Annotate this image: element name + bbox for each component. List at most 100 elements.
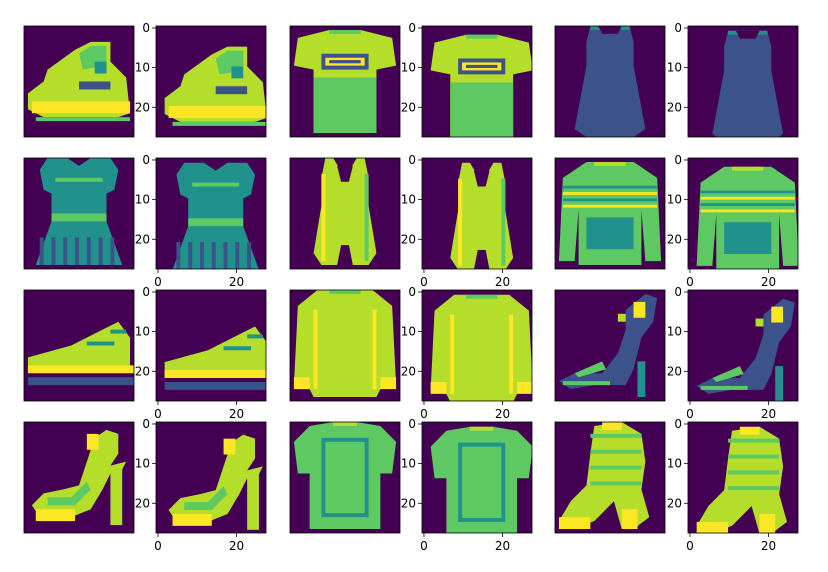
y-tick-label: 20 [135, 100, 150, 114]
image-panel-sweater-shifted: 0 10 20 0 20 [401, 285, 533, 421]
axes-frame [23, 289, 135, 402]
image-panel-pullover-original [554, 157, 666, 270]
axes-frame [554, 25, 666, 138]
x-tick-label: 20 [761, 539, 776, 553]
x-tick-label: 0 [154, 275, 162, 289]
axes-frame [23, 157, 135, 270]
x-tick-label: 0 [686, 539, 694, 553]
axes-frame [421, 421, 533, 534]
shirt-image [422, 422, 532, 533]
romper-image [290, 158, 400, 269]
y-tick-label: 0 [408, 153, 416, 167]
y-tick-label: 0 [408, 21, 416, 35]
axes-frame [23, 421, 135, 534]
image-panel-strappy-heel-shifted: 0 10 20 0 20 [667, 285, 799, 421]
y-tick-label: 10 [401, 457, 416, 471]
y-tick-label: 10 [135, 193, 150, 207]
axes-frame [155, 289, 267, 402]
x-tick-label: 0 [420, 407, 428, 421]
image-panel-pullover-shifted: 0 10 20 0 20 [667, 153, 799, 289]
axes-frame [421, 25, 533, 138]
y-tick-label: 20 [135, 232, 150, 246]
y-tick-label: 10 [667, 457, 682, 471]
axes-frame [687, 157, 799, 270]
pullover-image [555, 158, 665, 269]
image-panel-tank-top-original [554, 25, 666, 138]
t-shirt-image [422, 26, 532, 137]
image-panel-ankle-boot-shifted: 0 10 20 [135, 21, 267, 138]
shirt-image [290, 422, 400, 533]
sneaker-image [24, 290, 134, 401]
image-panel-dress-shifted: 0 10 20 0 20 [135, 153, 267, 289]
axes-frame [289, 25, 401, 138]
y-tick-label: 20 [667, 232, 682, 246]
y-tick-label: 20 [667, 100, 682, 114]
image-panel-sneaker-original [23, 289, 135, 402]
y-tick-label: 0 [142, 417, 150, 431]
y-tick-label: 10 [135, 457, 150, 471]
image-panel-t-shirt-shifted: 0 10 20 [401, 21, 533, 138]
x-tick-label: 0 [686, 275, 694, 289]
y-tick-label: 20 [401, 232, 416, 246]
sandal-image [156, 422, 266, 533]
axes-frame [155, 25, 267, 138]
axes-frame [554, 289, 666, 402]
tank-top-image [555, 26, 665, 137]
x-tick-label: 20 [229, 275, 244, 289]
image-panel-heeled-boot-shifted: 0 10 20 0 20 [667, 417, 799, 553]
axes-frame [421, 289, 533, 402]
y-tick-label: 10 [667, 325, 682, 339]
strappy-heel-image [688, 290, 798, 401]
y-tick-label: 0 [674, 21, 682, 35]
image-panel-sandal-shifted: 0 10 20 0 20 [135, 417, 267, 553]
axes-frame [289, 289, 401, 402]
y-tick-label: 20 [667, 496, 682, 510]
x-tick-label: 0 [420, 275, 428, 289]
image-panel-romper-shifted: 0 10 20 0 20 [401, 153, 533, 289]
axes-frame [687, 25, 799, 138]
sweater-image [422, 290, 532, 401]
x-tick-label: 20 [761, 407, 776, 421]
y-tick-label: 10 [135, 325, 150, 339]
image-panel-ankle-boot-original [23, 25, 135, 138]
x-tick-label: 20 [761, 275, 776, 289]
y-tick-label: 0 [142, 153, 150, 167]
ankle-boot-image [156, 26, 266, 137]
y-tick-label: 20 [401, 364, 416, 378]
image-panel-heeled-boot-original [554, 421, 666, 534]
x-tick-label: 20 [495, 275, 510, 289]
y-tick-label: 10 [401, 325, 416, 339]
pullover-image [688, 158, 798, 269]
x-tick-label: 20 [495, 407, 510, 421]
sweater-image [290, 290, 400, 401]
romper-image [422, 158, 532, 269]
dress-image [156, 158, 266, 269]
axes-frame [687, 421, 799, 534]
strappy-heel-image [555, 290, 665, 401]
heeled-boot-image [688, 422, 798, 533]
x-tick-label: 0 [154, 539, 162, 553]
y-tick-label: 10 [401, 193, 416, 207]
y-tick-label: 0 [408, 285, 416, 299]
x-tick-label: 0 [686, 407, 694, 421]
x-tick-label: 0 [420, 539, 428, 553]
axes-frame [687, 289, 799, 402]
x-tick-label: 20 [495, 539, 510, 553]
axes-frame [289, 421, 401, 534]
y-tick-label: 10 [667, 61, 682, 75]
t-shirt-image [290, 26, 400, 137]
axes-frame [289, 157, 401, 270]
y-tick-label: 0 [674, 417, 682, 431]
x-tick-label: 20 [229, 539, 244, 553]
ankle-boot-image [24, 26, 134, 137]
y-tick-label: 20 [135, 364, 150, 378]
dress-image [24, 158, 134, 269]
image-panel-sneaker-shifted: 0 10 20 0 20 [135, 285, 267, 421]
y-tick-label: 20 [401, 496, 416, 510]
y-tick-label: 10 [401, 61, 416, 75]
image-panel-shirt-shifted: 0 10 20 0 20 [401, 417, 533, 553]
sneaker-image [156, 290, 266, 401]
axes-frame [554, 421, 666, 534]
axes-frame [421, 157, 533, 270]
axes-frame [155, 421, 267, 534]
